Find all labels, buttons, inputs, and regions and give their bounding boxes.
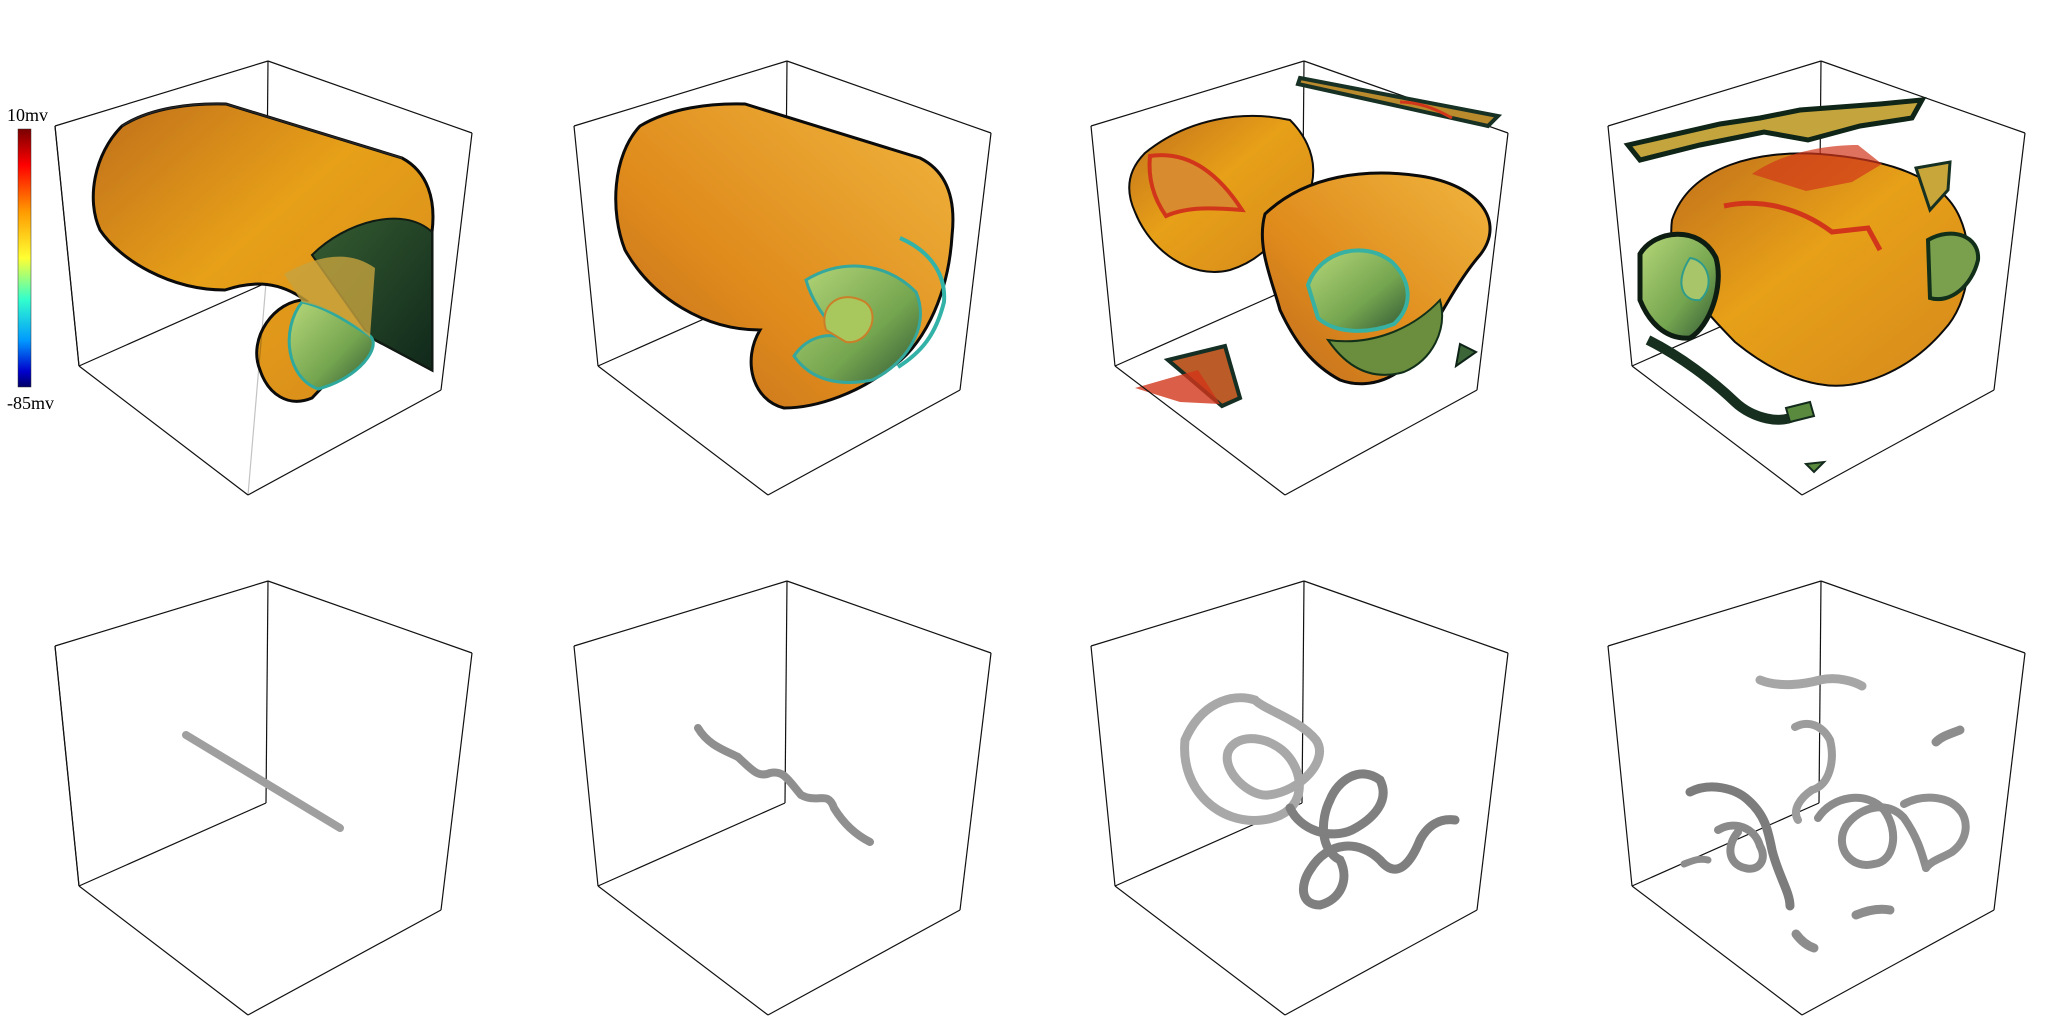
filament-curve xyxy=(1680,855,1712,868)
box-lines xyxy=(54,580,473,1016)
filament-panel-4 xyxy=(1607,580,2026,1016)
filament-curve xyxy=(1814,793,1930,872)
scroll-wave-surface xyxy=(1623,97,1981,474)
box-front-lines xyxy=(1114,132,1509,496)
scroll-wave-surface xyxy=(1128,75,1503,409)
filament-curve xyxy=(1180,693,1324,825)
filament-curve xyxy=(1791,929,1819,953)
filament-panel-2 xyxy=(573,580,992,1016)
filament-curve xyxy=(182,731,344,832)
colorbar xyxy=(17,128,32,388)
filament-curve xyxy=(1791,719,1836,824)
filament-panel-3 xyxy=(1090,580,1509,1016)
filament-curve xyxy=(1931,725,1965,747)
box-lines xyxy=(573,580,992,1016)
scroll-wave-panel-1 xyxy=(54,60,473,496)
filament-curve xyxy=(1714,821,1767,873)
box-lines xyxy=(1090,580,1509,1016)
filament-curve xyxy=(1685,782,1795,911)
colorbar-gradient xyxy=(17,128,32,388)
filament-curve xyxy=(1755,674,1867,691)
box-front-lines xyxy=(597,132,992,496)
scroll-wave-surface xyxy=(614,102,955,410)
filament-curve xyxy=(694,724,874,846)
box-lines xyxy=(1607,580,2026,1016)
scroll-wave-panel-4 xyxy=(1607,60,2026,496)
box-front-lines xyxy=(54,125,473,496)
scroll-wave-panel-3 xyxy=(1090,60,1509,496)
filament-curve xyxy=(1900,793,1970,872)
colorbar-max-label: 10mv xyxy=(7,105,49,125)
filament-curve xyxy=(1285,769,1460,910)
filament-panel-1 xyxy=(54,580,473,1016)
scroll-wave-surface xyxy=(91,102,435,403)
filament-curve xyxy=(1851,904,1895,920)
scroll-wave-panel-2 xyxy=(573,60,992,496)
box-front-lines xyxy=(1631,132,2026,496)
colorbar-min-label: -85mv xyxy=(7,393,54,413)
